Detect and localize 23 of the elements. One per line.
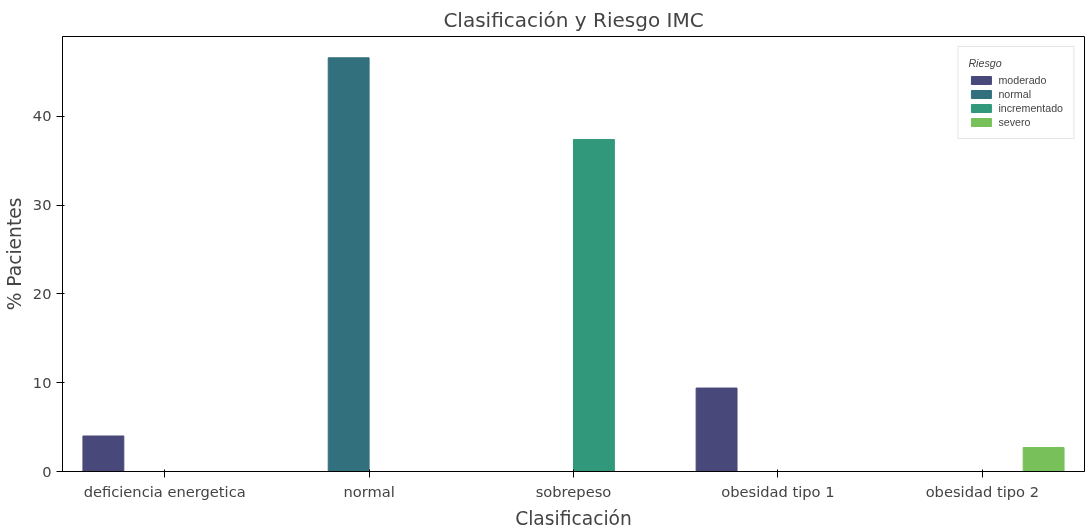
x-tick-label: obesidad tipo 1 bbox=[721, 482, 835, 500]
y-axis-title: % Pacientes bbox=[3, 197, 25, 311]
legend-label: severo bbox=[998, 116, 1031, 128]
y-tick-label: 20 bbox=[32, 284, 52, 302]
bar bbox=[82, 435, 125, 472]
x-tick-label: obesidad tipo 2 bbox=[925, 482, 1039, 500]
legend-title: Riesgo bbox=[968, 57, 1003, 69]
y-tick-label: 30 bbox=[32, 196, 52, 214]
y-tick-label: 40 bbox=[32, 107, 52, 125]
bar bbox=[327, 57, 370, 472]
legend-label: moderado bbox=[998, 74, 1047, 86]
bar bbox=[1022, 447, 1065, 472]
x-tick-label: sobrepeso bbox=[535, 482, 612, 500]
legend-label: normal bbox=[998, 88, 1031, 100]
bar bbox=[573, 138, 615, 472]
x-tick-label: normal bbox=[343, 482, 395, 500]
legend-label: incrementado bbox=[998, 102, 1063, 114]
chart-title: Clasificación y Riesgo IMC bbox=[443, 7, 704, 32]
bar bbox=[695, 387, 738, 472]
y-tick-label: 0 bbox=[42, 462, 52, 480]
x-tick-label: deficiencia energetica bbox=[83, 482, 246, 500]
x-axis-title: Clasificación bbox=[515, 507, 632, 529]
y-tick-label: 10 bbox=[32, 373, 52, 391]
